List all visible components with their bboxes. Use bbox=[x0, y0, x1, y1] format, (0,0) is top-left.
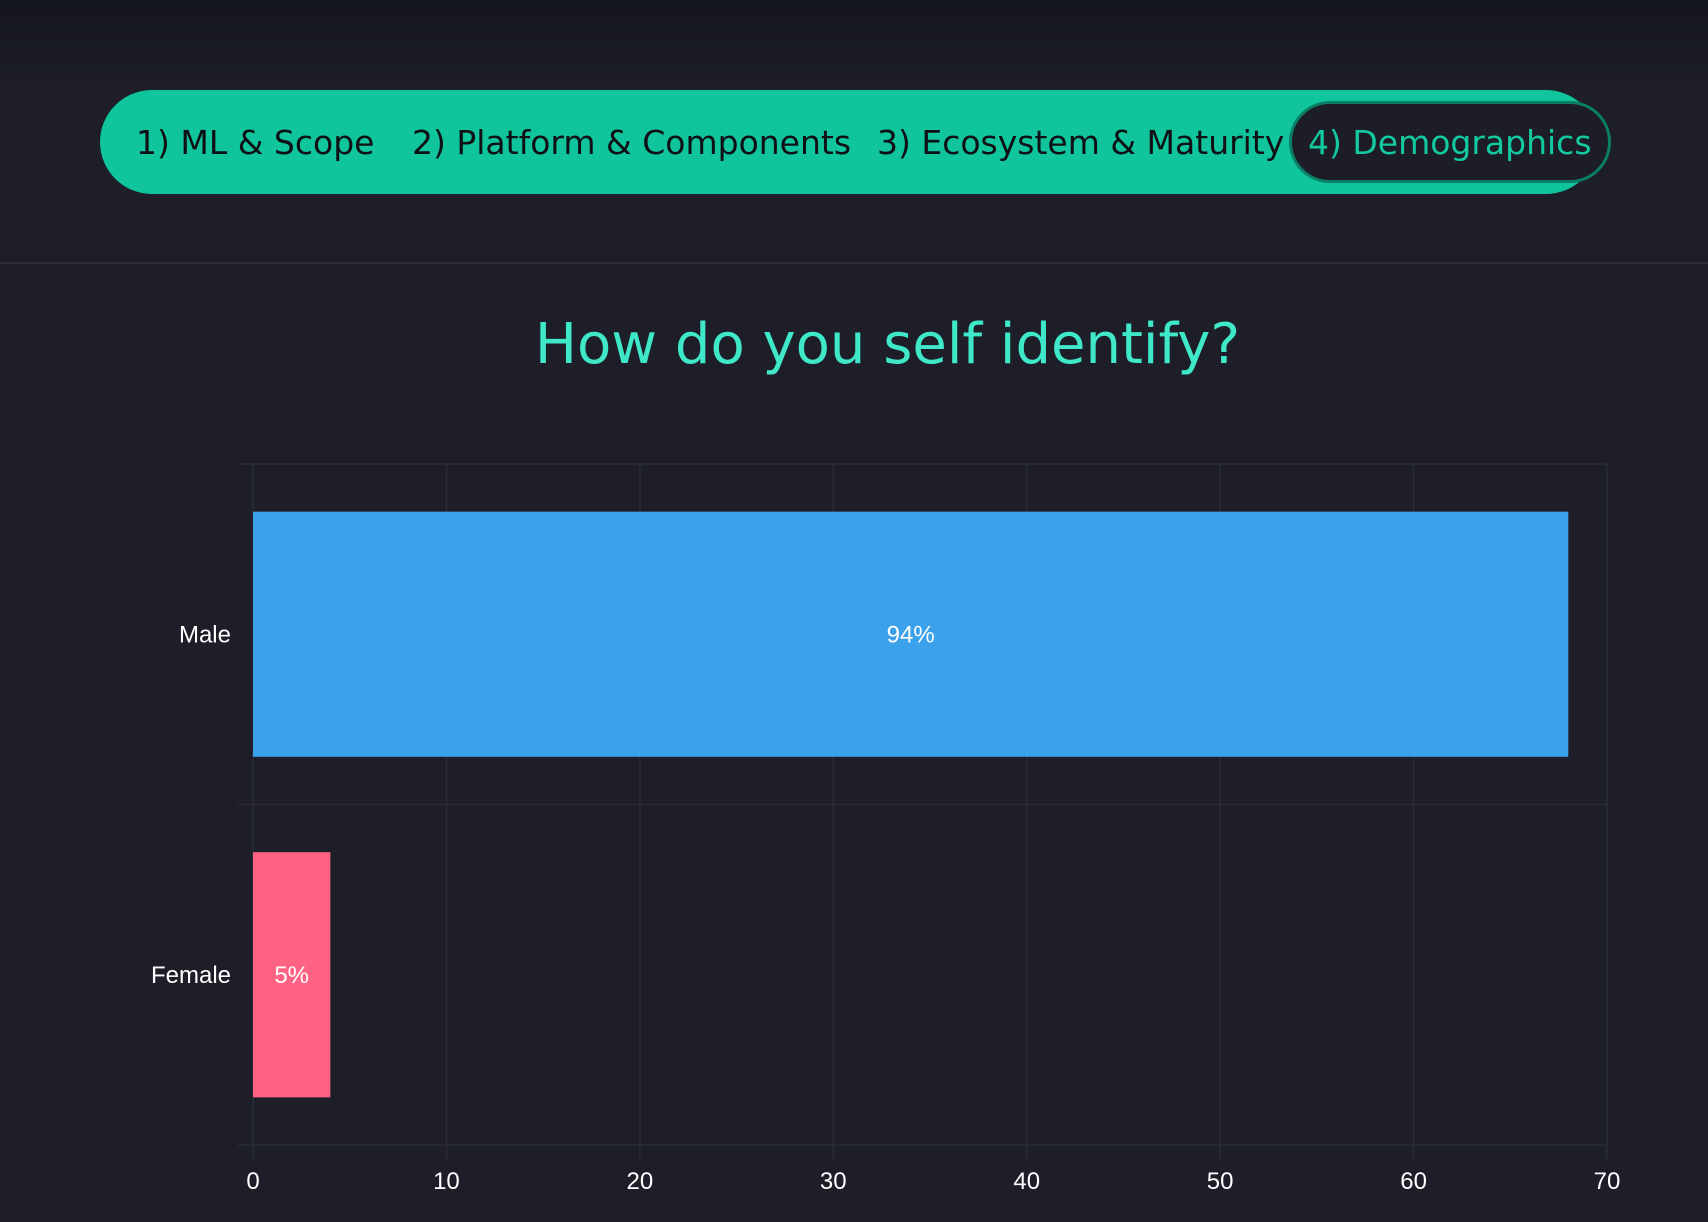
x-tick-label-5: 50 bbox=[1207, 1168, 1234, 1195]
category-label-male: Male bbox=[179, 621, 231, 648]
x-tick-label-2: 20 bbox=[627, 1168, 654, 1195]
x-tick-label-4: 40 bbox=[1013, 1168, 1040, 1195]
bar-female bbox=[253, 852, 331, 1098]
x-tick-label-7: 70 bbox=[1594, 1168, 1621, 1195]
tab-ml-scope[interactable]: 1) ML & Scope bbox=[136, 122, 375, 162]
x-tick-label-0: 0 bbox=[246, 1168, 259, 1195]
section-tab-bar: 1) ML & Scope 2) Platform & Components 3… bbox=[100, 90, 1611, 194]
x-tick-label-3: 30 bbox=[820, 1168, 847, 1195]
section-divider bbox=[0, 262, 1708, 264]
category-label-female: Female bbox=[151, 962, 231, 989]
tab-ecosystem-maturity[interactable]: 3) Ecosystem & Maturity bbox=[877, 122, 1285, 162]
bar-male bbox=[253, 511, 1569, 757]
data-label-female: 5% bbox=[274, 962, 309, 989]
question-title: How do you self identify? bbox=[534, 312, 1241, 377]
tab-platform-components[interactable]: 2) Platform & Components bbox=[412, 122, 852, 162]
x-tick-label-1: 10 bbox=[433, 1168, 460, 1195]
top-header-band bbox=[0, 0, 1708, 80]
data-label-male: 94% bbox=[887, 621, 935, 648]
tab-demographics[interactable]: 4) Demographics bbox=[1289, 101, 1611, 183]
x-tick-label-6: 60 bbox=[1400, 1168, 1427, 1195]
